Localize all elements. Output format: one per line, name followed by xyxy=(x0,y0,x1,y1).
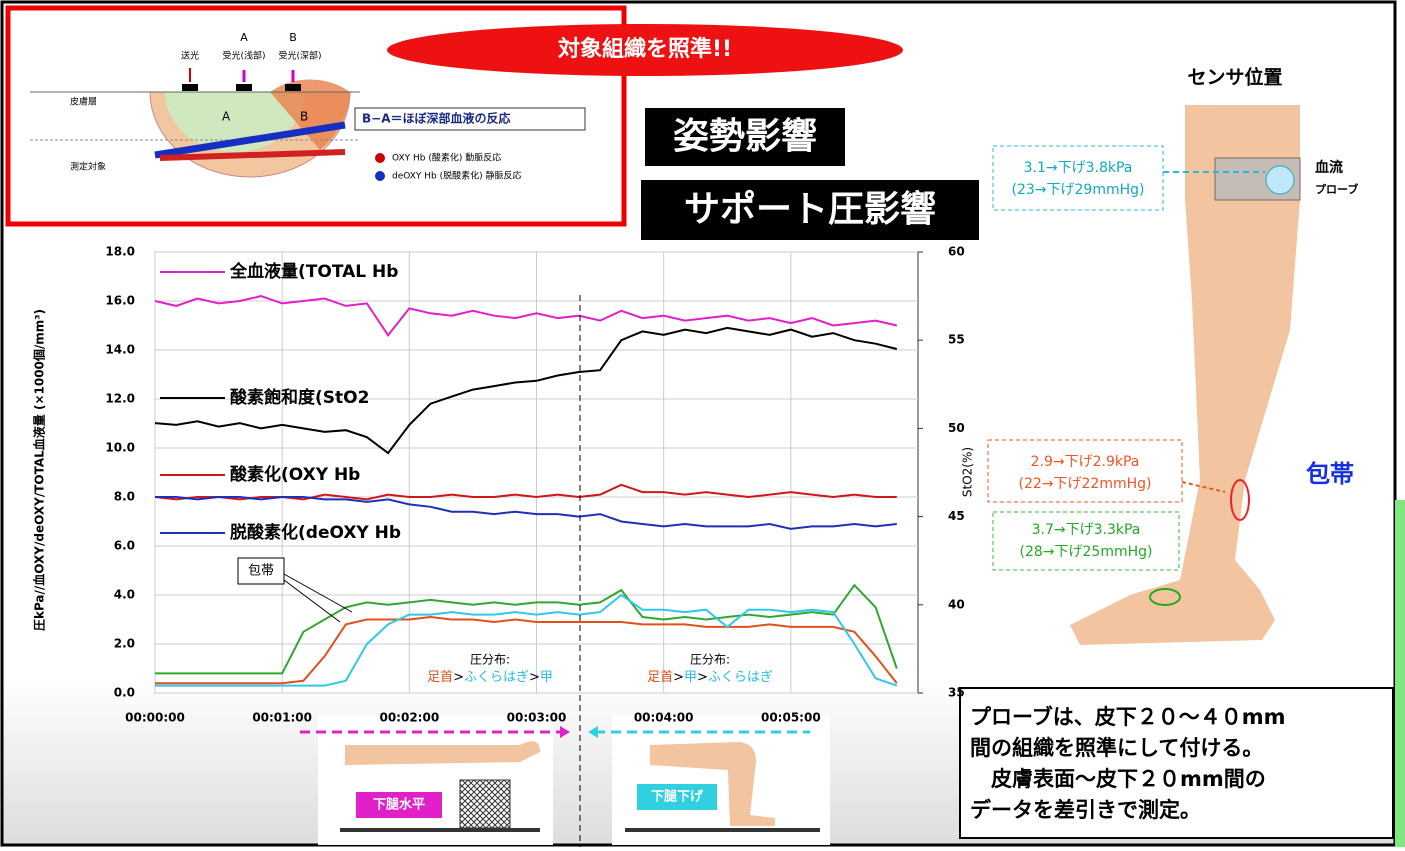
y-tick-label: 6.0 xyxy=(114,539,135,553)
legend-label: 脱酸素化(deOXY Hb xyxy=(230,522,401,543)
diagram-formula: B−A＝ほぼ深部血液の反応 xyxy=(362,111,511,126)
diagram-label: B xyxy=(289,31,297,44)
y-tick-label: 2.0 xyxy=(114,637,135,651)
legend-label: 酸素化(OXY Hb xyxy=(230,464,360,485)
note-line: 間の組織を照準にして付ける。 xyxy=(970,736,1263,760)
annotation-part: > xyxy=(453,670,464,685)
target-text: 対象組織を照準!! xyxy=(558,36,732,62)
y-tick-label: 8.0 xyxy=(114,490,135,504)
callout-text: (23→下げ29mmHg) xyxy=(1012,182,1145,198)
probe-head xyxy=(1266,166,1294,194)
callout xyxy=(993,146,1163,210)
y2-tick-label: 60 xyxy=(948,245,965,259)
page: 送光 A 受光(浅部) B 受光(深部) 皮膚層 測定対象 A B B−A＝ほぼ… xyxy=(0,0,1405,851)
block xyxy=(460,780,510,828)
x-tick-label: 00:03:00 xyxy=(507,711,567,725)
y2-tick-label: 35 xyxy=(948,686,965,700)
legend-label: 全血液量(TOTAL Hb xyxy=(229,261,398,282)
y2-tick-label: 45 xyxy=(948,509,965,523)
y2-tick-label: 55 xyxy=(948,333,965,347)
annotation-part: 足首 xyxy=(427,670,453,685)
y-tick-label: 16.0 xyxy=(105,294,135,308)
y-tick-label: 14.0 xyxy=(105,343,135,357)
annotation-part: ふくらはぎ xyxy=(464,670,529,685)
diagram-legend: deOXY Hb (脱酸素化) 静脈反応 xyxy=(392,170,522,182)
annotation-part: > xyxy=(673,670,684,685)
y-tick-label: 4.0 xyxy=(114,588,135,602)
diagram-label: 皮膚層 xyxy=(70,96,97,108)
annotation-part: 甲 xyxy=(684,670,697,685)
annotation-part: 足首 xyxy=(647,670,673,685)
annotation: 圧分布: xyxy=(690,653,730,667)
diagram-label: 測定対象 xyxy=(70,161,106,173)
y2-axis-label: StO2(%) xyxy=(961,447,975,497)
probe-label: 血流 xyxy=(1315,159,1343,176)
annotation: 足首>ふくらはぎ>甲 xyxy=(427,670,553,685)
callout-text: (22→下げ22mmHg) xyxy=(1019,476,1152,492)
callout xyxy=(993,512,1179,570)
diagram-label: 受光(深部) xyxy=(278,50,321,62)
x-tick-label: 00:01:00 xyxy=(252,711,312,725)
posture-tag-text: 下腿下げ xyxy=(651,789,704,805)
probe-label: プローブ xyxy=(1315,182,1358,196)
callout-text: 2.9→下げ2.9kPa xyxy=(1031,454,1140,470)
annotation: 圧分布: xyxy=(470,653,510,667)
callout xyxy=(988,440,1182,502)
posture-picture xyxy=(318,715,553,845)
annotation-part: ふくらはぎ xyxy=(708,670,773,685)
x-tick-label: 00:04:00 xyxy=(634,711,694,725)
y2-tick-label: 40 xyxy=(948,597,965,611)
diagram-label: A xyxy=(240,31,248,44)
y-axis-label: 圧kPa//血OXY/deOXY/TOTAL血液量 (×1000個/mm³) xyxy=(32,309,47,631)
sensor-title: センサ位置 xyxy=(1187,66,1282,89)
note-line: 皮膚表面～皮下２０mm間の xyxy=(970,767,1266,791)
note-line: データを差引きで測定。 xyxy=(970,798,1201,822)
bandage-label: 包帯 xyxy=(1306,460,1354,488)
posture-picture xyxy=(612,715,830,845)
x-tick-label: 00:05:00 xyxy=(761,711,821,725)
annotation: 包帯 xyxy=(248,564,274,579)
y-tick-label: 10.0 xyxy=(105,441,135,455)
diagram-legend: OXY Hb (酸素化) 動脈反応 xyxy=(392,152,501,164)
callout-text: (28→下げ25mmHg) xyxy=(1020,544,1153,560)
x-tick-label: 00:02:00 xyxy=(379,711,439,725)
y-tick-label: 18.0 xyxy=(105,245,135,259)
annotation-part: > xyxy=(697,670,708,685)
callout-text: 3.1→下げ3.8kPa xyxy=(1024,160,1133,176)
y2-tick-label: 50 xyxy=(948,421,965,435)
note-line: プローブは、皮下２０～４０mm xyxy=(970,705,1286,729)
y-tick-label: 12.0 xyxy=(105,392,135,406)
support-label: サポート圧影響 xyxy=(684,188,936,230)
edge xyxy=(1395,500,1405,847)
posture-tag-text: 下腿水平 xyxy=(373,797,425,813)
annotation-part: 甲 xyxy=(540,670,553,685)
x-tick-label: 00:00:00 xyxy=(125,711,185,725)
diagram-label: A xyxy=(222,110,231,124)
legend-label: 酸素飽和度(StO2 xyxy=(230,387,369,408)
slide: 送光 A 受光(浅部) B 受光(深部) 皮膚層 測定対象 A B B−A＝ほぼ… xyxy=(0,0,1405,847)
diagram-label: 送光 xyxy=(181,50,199,62)
diagram-label: 受光(浅部) xyxy=(222,50,265,62)
diagram-label: B xyxy=(300,110,308,124)
annotation-part: > xyxy=(529,670,540,685)
posture-label: 姿勢影響 xyxy=(673,115,817,157)
callout-text: 3.7→下げ3.3kPa xyxy=(1032,522,1141,538)
annotation: 足首>甲>ふくらはぎ xyxy=(647,670,773,685)
y-tick-label: 0.0 xyxy=(114,686,135,700)
